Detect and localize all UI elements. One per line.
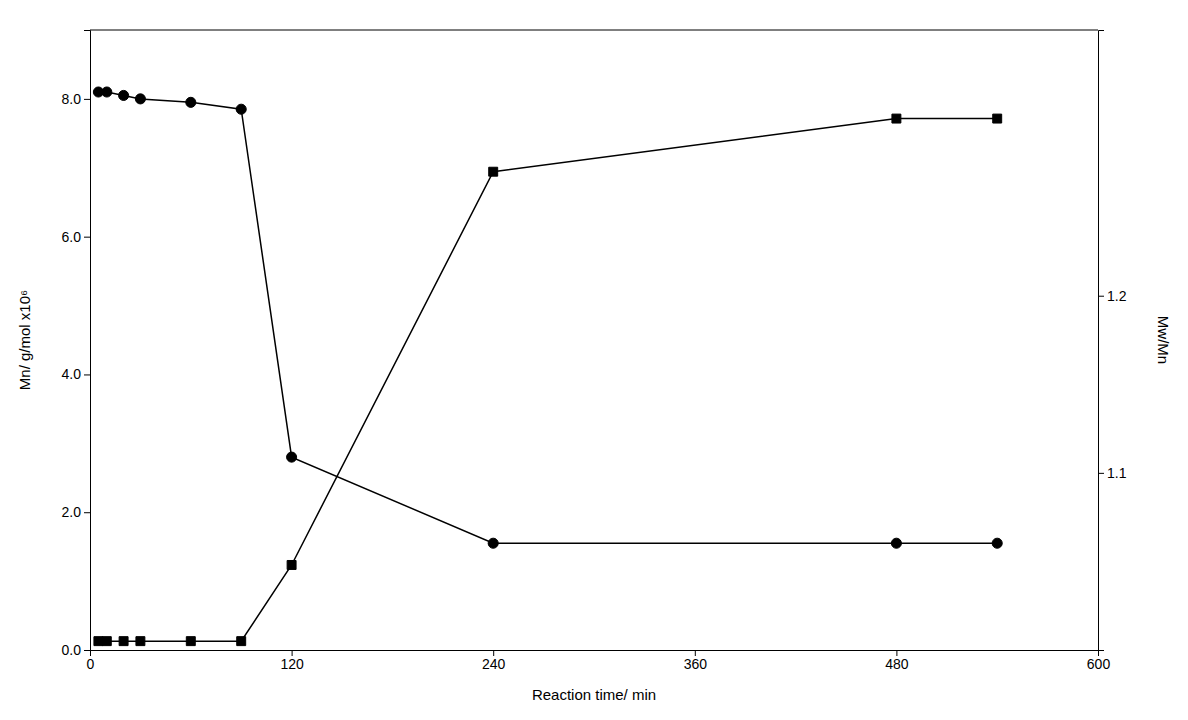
x-axis-tick-label: 480 <box>885 656 909 672</box>
marker <box>489 167 498 176</box>
y-axis-tick: 2.0 <box>62 504 90 520</box>
series-line <box>98 92 997 543</box>
y-axis-tick: 8.0 <box>62 91 90 107</box>
marker <box>891 538 901 548</box>
y-axis-tick-mark <box>84 374 90 375</box>
y-axis-tick-mark <box>84 650 90 651</box>
marker <box>94 637 103 646</box>
x-axis-tick-label: 600 <box>1087 656 1111 672</box>
x-axis-tick: 360 <box>684 650 708 672</box>
series-group <box>93 87 1002 646</box>
chart: 0 120 240 360 480 600 0.0 2.0 4.0 6.0 8.0 1.1 1.2 Rea… <box>0 0 1188 720</box>
marker <box>119 90 129 100</box>
y2-axis: 1.1 1.2 <box>1098 31 1127 651</box>
x-axis-tick-label: 120 <box>280 656 304 672</box>
x-axis-tick: 120 <box>280 650 304 672</box>
x-axis-tick: 240 <box>482 650 506 672</box>
marker <box>992 538 1002 548</box>
y2-axis-tick: 1.2 <box>1098 288 1127 304</box>
y-axis-tick-label: 8.0 <box>62 91 82 107</box>
y2-axis-tick-mark <box>1098 296 1104 297</box>
marker <box>102 87 112 97</box>
marker <box>993 114 1002 123</box>
marker <box>892 114 901 123</box>
marker <box>136 637 145 646</box>
y2-axis-tick: 1.1 <box>1098 465 1127 481</box>
marker <box>287 560 296 569</box>
marker <box>236 104 246 114</box>
y-axis: 0.0 2.0 4.0 6.0 8.0 <box>62 31 91 658</box>
y2-axis-tick-label: 1.2 <box>1107 288 1127 304</box>
x-axis-tick-label: 360 <box>684 656 708 672</box>
y2-axis-line <box>1099 31 1105 651</box>
y2-axis-title: Mw/Mn <box>1155 316 1172 364</box>
y-axis-tick-label: 0.0 <box>62 642 82 658</box>
marker <box>488 538 498 548</box>
y-axis-tick-mark <box>84 237 90 238</box>
x-axis-tick: 480 <box>885 650 909 672</box>
x-axis-tick-label: 0 <box>87 656 95 672</box>
x-axis: 0 120 240 360 480 600 <box>87 650 1111 672</box>
x-axis-tick-label: 240 <box>482 656 506 672</box>
x-axis-title: Reaction time/ min <box>532 686 656 703</box>
marker <box>287 452 297 462</box>
y2-axis-tick-label: 1.1 <box>1107 465 1127 481</box>
x-axis-tick: 0 <box>87 650 95 672</box>
x-axis-tick: 600 <box>1087 650 1111 672</box>
marker <box>186 637 195 646</box>
plot-area: 0 120 240 360 480 600 0.0 2.0 4.0 6.0 8.0 1.1 1.2 Rea… <box>16 30 1172 703</box>
marker <box>119 637 128 646</box>
y-axis-tick-label: 2.0 <box>62 504 82 520</box>
y-axis-title: Mn/ g/mol x10⁶ <box>16 290 33 390</box>
marker <box>186 97 196 107</box>
frame-top <box>90 30 1098 31</box>
y-axis-tick-label: 4.0 <box>62 366 82 382</box>
y2-axis-tick-mark <box>1098 473 1104 474</box>
y-axis-tick: 4.0 <box>62 366 90 382</box>
y-axis-tick-label: 6.0 <box>62 229 82 245</box>
marker <box>102 637 111 646</box>
marker <box>135 94 145 104</box>
y-axis-tick-mark <box>84 512 90 513</box>
x-axis-line <box>91 651 1099 657</box>
marker <box>237 637 246 646</box>
y-axis-line <box>84 31 91 651</box>
y-axis-tick: 0.0 <box>62 642 90 658</box>
y-axis-tick-mark <box>84 99 90 100</box>
series-line <box>98 119 997 642</box>
y-axis-tick: 6.0 <box>62 229 90 245</box>
